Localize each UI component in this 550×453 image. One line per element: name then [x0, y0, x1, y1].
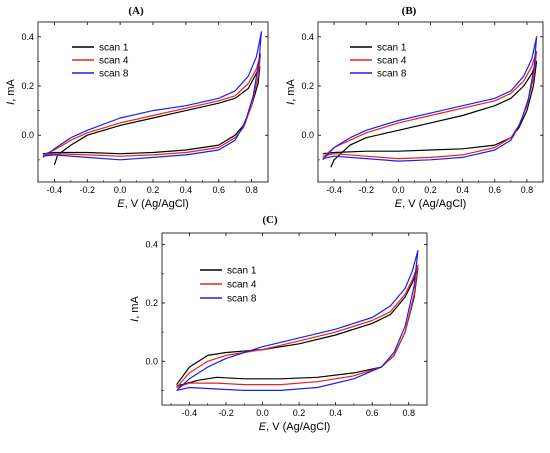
chart-panel-c: -0.4 -0.2 0.0 0.2 0.4 0.6 0.8 0.0 0.2 0.4 E, V (Ag… — [129, 232, 428, 433]
x-axis-label-a: E, V (Ag/AgCl) — [117, 198, 189, 210]
x-tick-label-b: 0.8 — [521, 185, 534, 195]
y-tick-label-b: 0.4 — [301, 32, 314, 42]
plot-frame-c — [161, 232, 428, 406]
x-tick-label-c: -0.2 — [218, 408, 234, 418]
x-tick-label-b: 0.2 — [424, 185, 437, 195]
y-axis-label-b: I, mA — [285, 79, 297, 105]
series-line-a-2 — [42, 53, 262, 157]
series-line-b-2 — [322, 50, 538, 160]
x-tick-label-a: -0.2 — [80, 185, 96, 195]
panel-label-b: (B) — [402, 5, 417, 17]
y-tick-label-c: 0.4 — [145, 240, 158, 250]
legend-label-c-1: scan 1 — [227, 266, 257, 277]
x-tick-label-c: 0.2 — [293, 408, 306, 418]
y-tick-label-a: 0.2 — [21, 81, 34, 91]
x-tick-label-c: 0.8 — [402, 408, 415, 418]
x-tick-label-b: -0.2 — [358, 185, 374, 195]
series-line-c-2 — [176, 264, 419, 389]
x-tick-label-a: 0.6 — [212, 185, 225, 195]
series-line-a-3 — [42, 31, 262, 161]
x-tick-label-b: -0.4 — [326, 185, 342, 195]
x-tick-label-a: 0.2 — [147, 185, 160, 195]
x-tick-label-b: 0.4 — [456, 185, 469, 195]
legend-label-a-2: scan 4 — [99, 56, 129, 67]
legend-label-a-1: scan 1 — [99, 43, 129, 54]
y-tick-label-b: 0.2 — [301, 81, 314, 91]
series-line-c-1 — [176, 267, 419, 387]
series-line-b-3 — [322, 36, 538, 162]
x-tick-label-b: 0.6 — [489, 185, 502, 195]
panel-label-c: (C) — [262, 214, 278, 226]
x-tick-label-c: 0.0 — [256, 408, 269, 418]
y-tick-label-c: 0.0 — [145, 356, 158, 366]
legend-label-b-2: scan 4 — [377, 56, 407, 67]
x-tick-label-a: 0.4 — [180, 185, 193, 195]
chart-panel-a: -0.4 -0.2 0.0 0.2 0.4 0.6 0.8 0.0 0.2 0.4 E, V (Ag… — [5, 21, 269, 210]
x-tick-label-c: -0.4 — [182, 408, 198, 418]
y-axis-label-c: I, mA — [129, 296, 141, 322]
series-line-b-1 — [322, 60, 538, 168]
x-tick-label-a: 0.0 — [114, 185, 127, 195]
y-tick-label-c: 0.2 — [145, 298, 158, 308]
legend-label-b-3: scan 8 — [377, 69, 407, 80]
x-axis-label-c: E, V (Ag/AgCl) — [259, 421, 331, 433]
x-tick-label-c: 0.4 — [329, 408, 342, 418]
panel-label-a: (A) — [128, 5, 144, 17]
legend-label-c-3: scan 8 — [227, 294, 257, 305]
x-tick-label-c: 0.6 — [366, 408, 379, 418]
legend-label-c-2: scan 4 — [227, 280, 257, 291]
x-tick-label-a: 0.8 — [245, 185, 258, 195]
y-tick-label-a: 0.0 — [21, 130, 34, 140]
x-axis-label-b: E, V (Ag/AgCl) — [395, 198, 467, 210]
legend-label-a-3: scan 8 — [99, 69, 129, 80]
chart-panel-b: -0.4 -0.2 0.0 0.2 0.4 0.6 0.8 0.0 0.2 0.4 E, V (Ag… — [285, 21, 544, 210]
y-axis-label-a: I, mA — [5, 79, 17, 105]
x-tick-label-a: -0.4 — [47, 185, 63, 195]
legend-label-b-1: scan 1 — [377, 43, 407, 54]
series-line-c-3 — [176, 249, 419, 391]
y-tick-label-a: 0.4 — [21, 32, 34, 42]
x-tick-label-b: 0.0 — [392, 185, 405, 195]
y-tick-label-b: 0.0 — [301, 130, 314, 140]
